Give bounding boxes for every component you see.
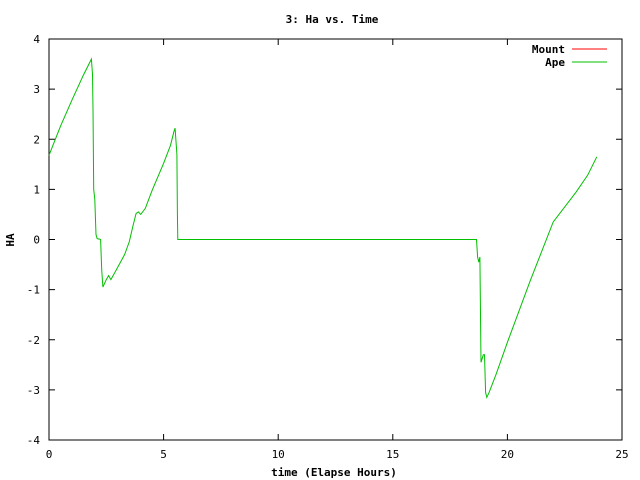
x-tick-label: 15 bbox=[386, 448, 399, 461]
y-tick-label: -4 bbox=[27, 434, 41, 447]
y-tick-label: -1 bbox=[27, 284, 40, 297]
y-tick-label: 0 bbox=[33, 234, 40, 247]
legend: Mount Ape bbox=[532, 43, 607, 69]
x-tick-label: 5 bbox=[160, 448, 167, 461]
x-tick-label: 25 bbox=[615, 448, 628, 461]
y-tick-label: 2 bbox=[33, 133, 40, 146]
series-layer bbox=[48, 57, 598, 399]
y-tick-label: -2 bbox=[27, 334, 40, 347]
legend-label-mount: Mount bbox=[532, 43, 565, 56]
y-axis-label: HA bbox=[4, 233, 17, 247]
legend-label-ape: Ape bbox=[545, 56, 565, 69]
y-tick-label: 3 bbox=[33, 83, 40, 96]
x-axis-label: time (Elapse Hours) bbox=[271, 466, 397, 479]
y-tick-label: -3 bbox=[27, 384, 40, 397]
x-tick-label: 0 bbox=[46, 448, 53, 461]
y-axis: -4 -3 -2 -1 0 1 2 3 4 bbox=[27, 33, 622, 447]
series-line-ape bbox=[48, 57, 598, 399]
y-tick-label: 4 bbox=[33, 33, 40, 46]
x-axis: 0 5 10 15 20 25 bbox=[46, 39, 629, 461]
x-tick-label: 10 bbox=[272, 448, 285, 461]
x-tick-label: 20 bbox=[501, 448, 514, 461]
chart-title: 3: Ha vs. Time bbox=[286, 13, 379, 26]
y-tick-label: 1 bbox=[33, 183, 40, 196]
